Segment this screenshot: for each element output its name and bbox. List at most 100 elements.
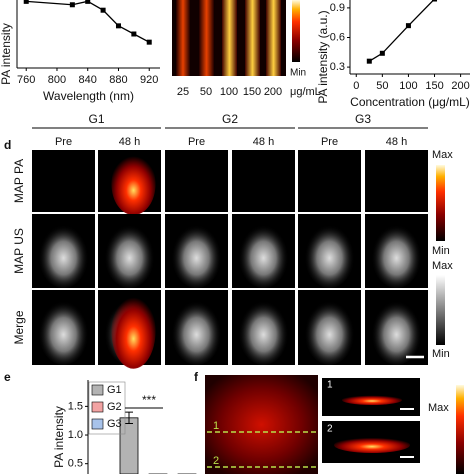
colorbar-label: Min [290, 68, 306, 79]
data-point [146, 39, 152, 45]
legend-label: G1 [107, 384, 122, 396]
data-point [366, 58, 372, 64]
us-signal [104, 221, 155, 288]
strip-image [172, 0, 286, 76]
unit-label: μg/mL [290, 86, 321, 98]
data-line [26, 0, 150, 43]
x-tick-label: 150 [425, 80, 443, 92]
image-tile [32, 150, 95, 212]
data-point [405, 23, 411, 29]
y-tick-label: 1.0 [68, 429, 83, 441]
us-signal [238, 221, 289, 288]
data-point [23, 0, 29, 4]
column-label: Pre [321, 136, 338, 148]
pa-signal [111, 153, 156, 216]
x-tick-label: 0 [353, 80, 359, 92]
us-signal [171, 221, 222, 288]
data-point [85, 0, 91, 4]
x-tick-label: 800 [48, 74, 66, 86]
colorbar-label: Max [428, 402, 449, 414]
x-tick-label: 840 [79, 74, 97, 86]
strip-label: 200 [264, 86, 282, 98]
strip-label: 100 [220, 86, 238, 98]
strip-label: 25 [177, 86, 189, 98]
y-axis-label: PA intensity (a.u.) [316, 10, 330, 103]
bar [119, 417, 139, 474]
us-signal [38, 297, 89, 365]
us-signal [238, 297, 289, 365]
legend-swatch [91, 384, 104, 396]
legend-swatch [91, 418, 104, 430]
colorbar [436, 275, 445, 345]
colorbar-label: Max [432, 149, 453, 161]
us-signal [371, 297, 422, 365]
x-axis-label: Concentration (μg/mL) [350, 95, 470, 109]
x-axis-label: Wavelength (nm) [43, 89, 134, 103]
data-point [131, 31, 137, 37]
colorbar-label: Min [432, 348, 450, 360]
y-tick-label: 0.6 [330, 31, 345, 43]
strip-label: 50 [200, 86, 212, 98]
column-label: 48 h [119, 136, 140, 148]
image-tile [298, 150, 361, 212]
x-tick-label: 50 [376, 80, 388, 92]
us-signal [371, 221, 422, 288]
x-tick-label: 880 [109, 74, 127, 86]
colorbar-label: Max [432, 260, 453, 272]
row-label: Merge [12, 310, 26, 344]
column-label: Pre [188, 136, 205, 148]
image-tile [232, 150, 295, 212]
row-label: MAP US [12, 228, 26, 274]
colorbar [456, 385, 464, 474]
pa-signal [111, 293, 156, 369]
us-signal [171, 297, 222, 365]
row-label: MAP PA [12, 159, 26, 203]
data-point [69, 2, 75, 8]
data-point [379, 50, 385, 56]
image-tile [365, 150, 428, 212]
panel-letter: d [4, 138, 11, 152]
plot-area [119, 411, 197, 474]
y-tick-label: 1.5 [68, 400, 83, 412]
section-signal [334, 437, 410, 453]
legend-label: G3 [107, 418, 122, 430]
legend-label: G2 [107, 401, 122, 413]
group-label: G1 [88, 112, 104, 126]
y-tick-label: 0.5 [68, 458, 83, 470]
pa-image [205, 375, 318, 474]
us-signal [38, 221, 89, 288]
y-tick-label: 0.9 [330, 2, 345, 14]
significance-label: *** [142, 393, 156, 407]
section-label: 1 [327, 380, 333, 391]
column-label: 48 h [253, 136, 274, 148]
us-signal [304, 297, 355, 365]
error-bar [125, 411, 133, 425]
x-tick-label: 920 [140, 74, 158, 86]
data-point [432, 0, 438, 2]
image-tile [165, 150, 228, 212]
legend-swatch [91, 401, 104, 413]
x-tick-label: 100 [399, 80, 417, 92]
colorbar [436, 165, 445, 241]
section-line-label: 1 [213, 420, 219, 432]
panel-letter: e [4, 370, 11, 384]
x-tick-label: 760 [17, 74, 35, 86]
colorbar-label: Min [432, 245, 450, 257]
section-line-label: 2 [213, 455, 219, 467]
y-axis-label: PA intensity [52, 406, 66, 468]
y-axis-label: PA intensity [0, 23, 13, 85]
x-tick-label: 200 [451, 80, 469, 92]
us-signal [304, 221, 355, 288]
strip-label: 150 [243, 86, 261, 98]
section-label: 2 [327, 424, 333, 435]
column-label: Pre [55, 136, 72, 148]
group-label: G2 [222, 112, 238, 126]
data-point [100, 7, 106, 13]
group-label: G3 [355, 112, 371, 126]
column-label: 48 h [386, 136, 407, 148]
y-tick-label: 0.3 [330, 61, 345, 73]
colorbar [292, 0, 300, 62]
data-line [368, 0, 435, 62]
section-signal [342, 395, 402, 405]
data-point [115, 23, 121, 29]
